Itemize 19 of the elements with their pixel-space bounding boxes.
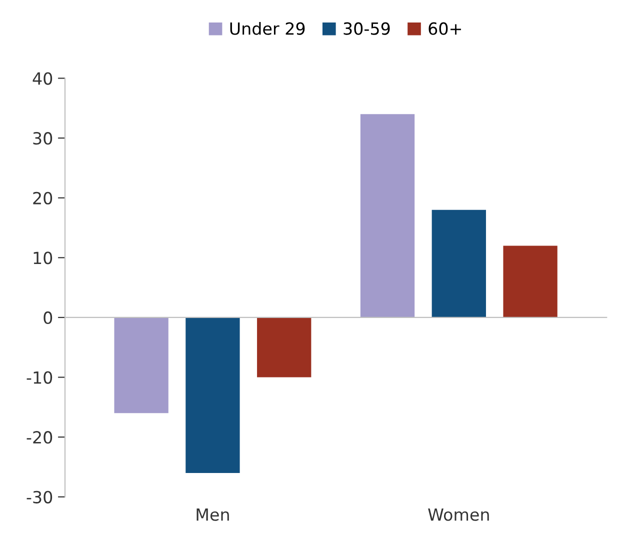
legend-label: 30-59 — [344, 22, 390, 35]
legend-label: Under 29 — [230, 22, 305, 35]
bar — [360, 114, 415, 318]
y-tick-label: 10 — [34, 252, 52, 264]
y-tick-label: -20 — [26, 431, 52, 444]
y-tick-label: 30 — [33, 132, 52, 145]
x-tick-label: Men — [196, 508, 229, 521]
bar — [114, 317, 168, 414]
y-tick-label: 0 — [44, 311, 52, 324]
y-tick-label: 20 — [33, 192, 52, 204]
y-tick-label: -30 — [26, 490, 52, 504]
bar — [503, 246, 558, 318]
y-tick-label: -10 — [26, 371, 52, 384]
bar — [186, 317, 240, 473]
bar — [257, 317, 312, 378]
x-tick-label: Women — [428, 508, 489, 521]
bar — [432, 210, 486, 318]
y-tick-label: 40 — [32, 72, 52, 85]
legend-label: 60+ — [428, 22, 461, 35]
